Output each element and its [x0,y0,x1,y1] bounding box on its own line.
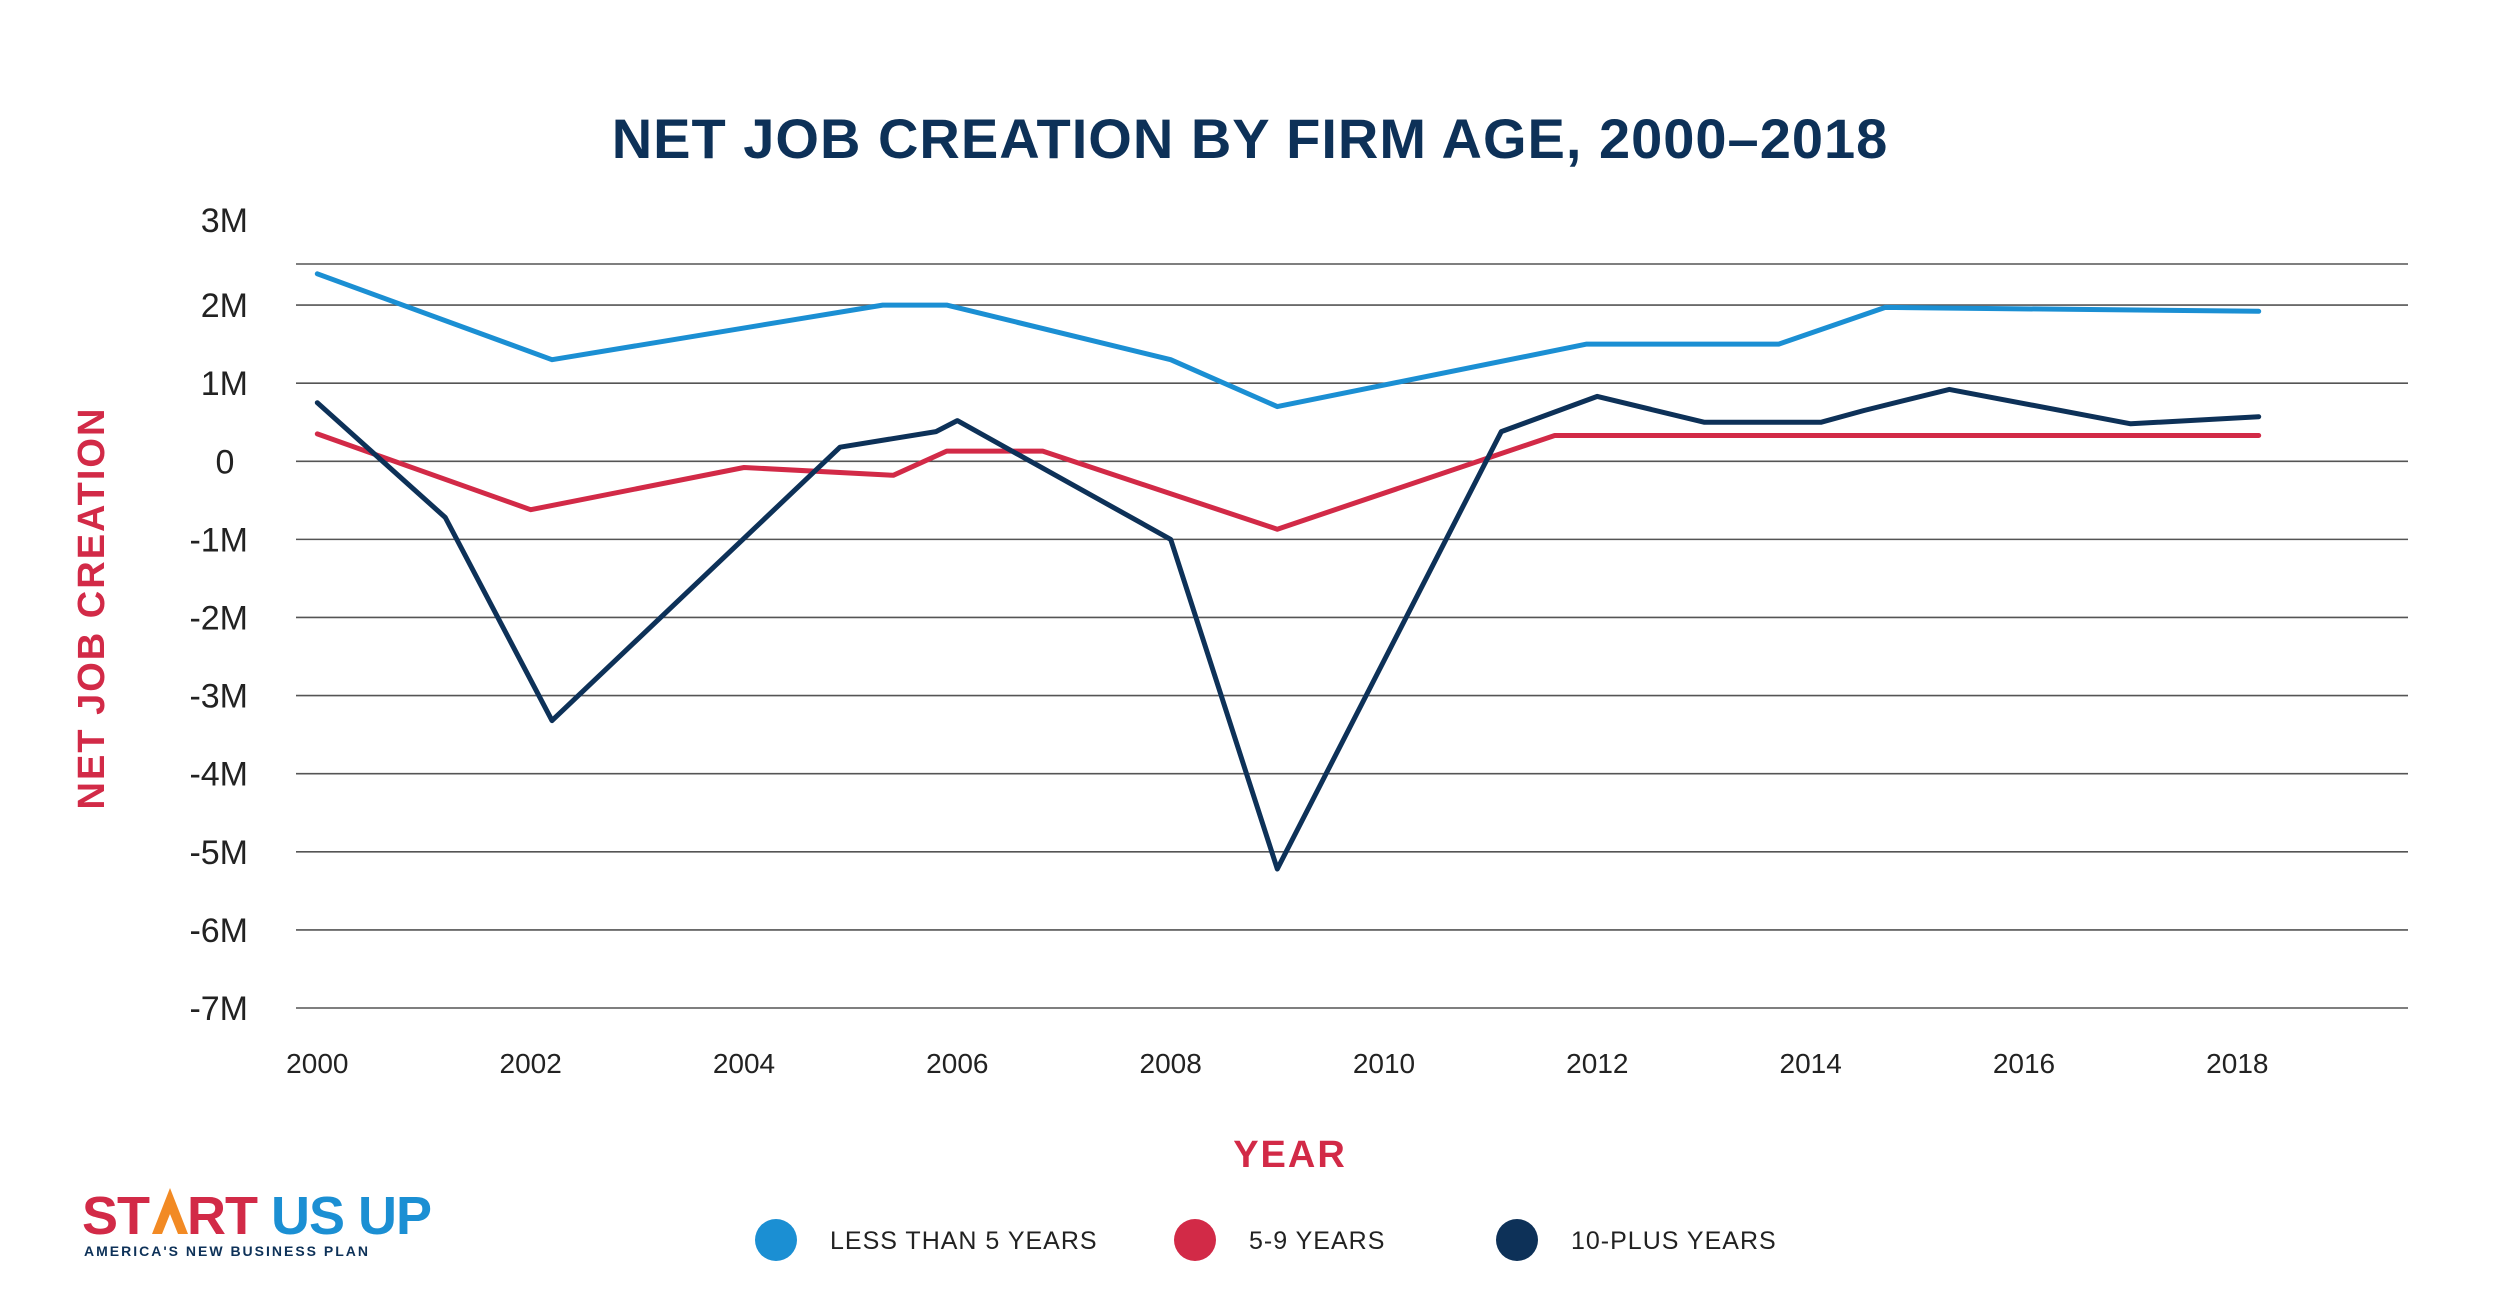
y-tick-label: -6M [189,912,248,950]
x-axis-ticks: 2000 2002 2004 2006 2008 2010 2012 2014 2016 2018 [286,1048,2268,1079]
logo-part-b: RT [187,1186,258,1246]
series-line [314,431,2262,532]
logo-a-triangle-icon [152,1188,188,1234]
series-line [314,386,2262,872]
series-lines [314,271,2262,872]
y-tick-label: 2M [201,287,248,325]
gridlines [296,263,2408,1009]
y-tick-label: 1M [201,365,248,403]
legend-swatch [1174,1219,1216,1261]
x-tick-label: 2014 [1780,1048,1842,1079]
legend-swatch [1496,1219,1538,1261]
y-tick-label: -2M [189,599,248,637]
x-axis-label: YEAR [1233,1134,1347,1176]
y-axis-label: NET JOB CREATION [71,407,113,810]
x-tick-label: 2008 [1140,1048,1202,1079]
x-tick-label: 2018 [2206,1048,2268,1079]
y-tick-label: -1M [189,521,248,559]
chart-title: NET JOB CREATION BY FIRM AGE, 2000–2018 [612,107,1889,170]
logo-wordmark: ST RT US UP [82,1186,431,1246]
y-tick-label: -4M [189,756,248,794]
y-tick-label: 3M [201,202,248,240]
x-tick-label: 2016 [1993,1048,2055,1079]
legend: LESS THAN 5 YEARS 5-9 YEARS 10-PLUS YEARS [755,1219,1777,1261]
x-tick-label: 2006 [926,1048,988,1079]
legend-swatch [755,1219,797,1261]
y-tick-label: -7M [189,990,248,1028]
logo-tagline: AMERICA'S NEW BUSINESS PLAN [84,1243,370,1259]
series-line [314,271,2262,410]
y-tick-label: -3M [189,678,248,716]
x-tick-label: 2004 [713,1048,775,1079]
y-tick-label: 0 [216,443,235,481]
logo-a-notch-icon [162,1214,178,1234]
logo-part-c: US UP [257,1186,431,1246]
x-tick-label: 2000 [286,1048,348,1079]
start-us-up-logo: ST RT US UP AMERICA'S NEW BUSINESS PLAN [82,1186,432,1259]
x-tick-label: 2002 [500,1048,562,1079]
logo-part-a: ST [82,1186,150,1246]
x-tick-label: 2012 [1566,1048,1628,1079]
legend-label: 5-9 YEARS [1249,1227,1385,1255]
legend-label: LESS THAN 5 YEARS [830,1227,1098,1255]
y-axis-ticks: 3M 2M 1M 0 -1M -2M -3M -4M -5M -6M -7M [189,202,248,1028]
x-tick-label: 2010 [1353,1048,1415,1079]
y-tick-label: -5M [189,834,248,872]
legend-label: 10-PLUS YEARS [1571,1227,1777,1255]
